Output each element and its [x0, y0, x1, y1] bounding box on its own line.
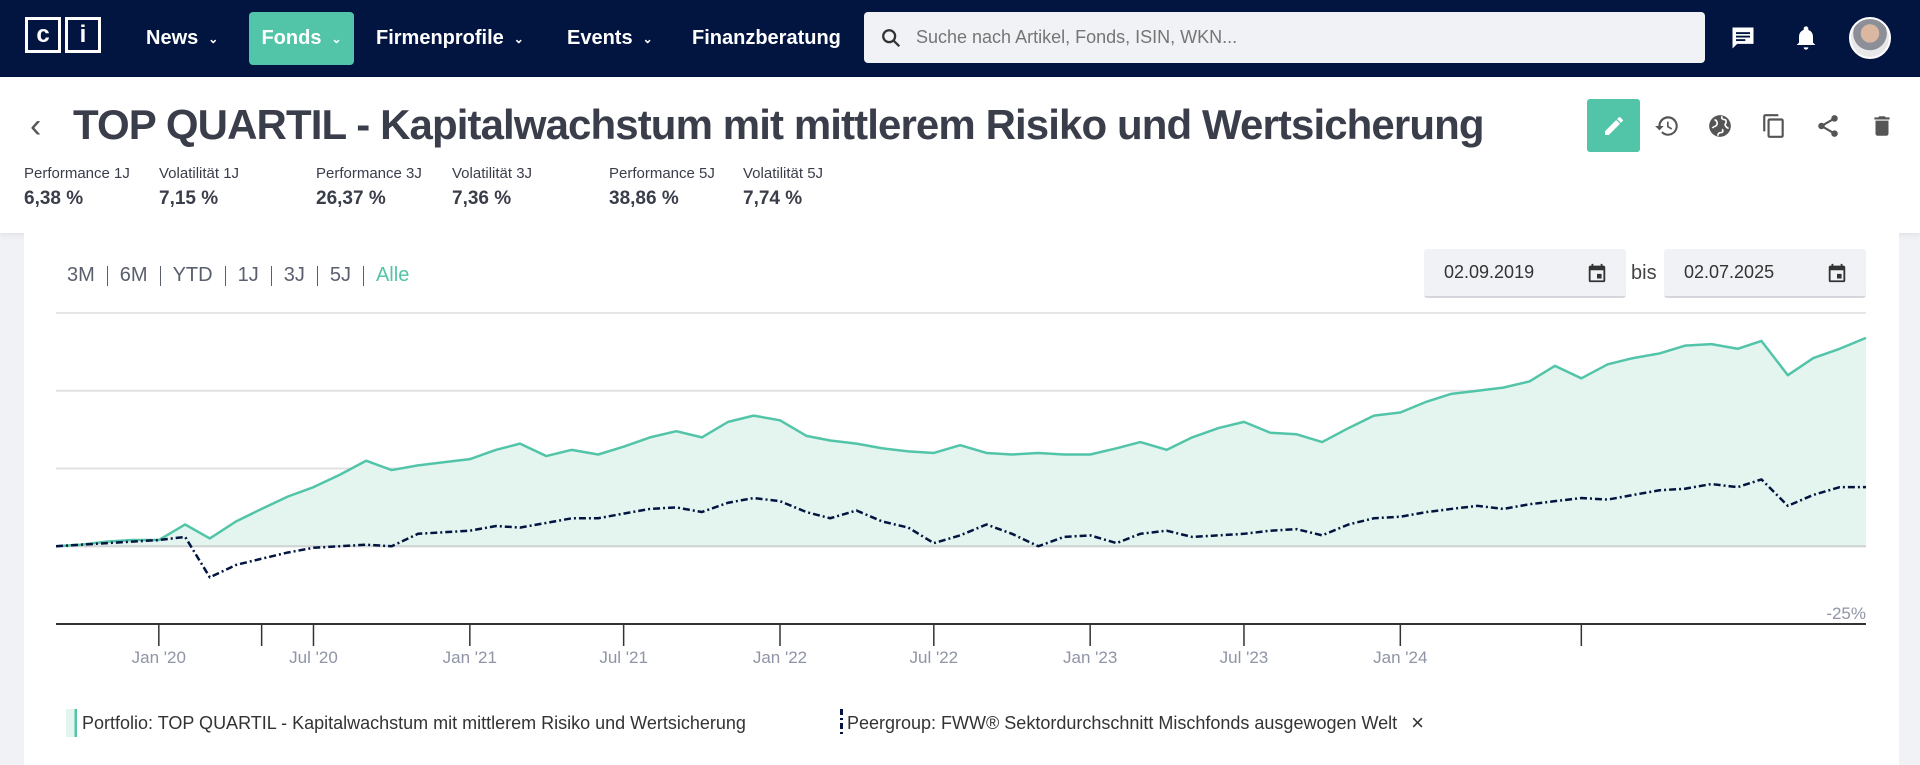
range-selector: 3M 6M YTD 1J 3J 5J Alle — [67, 264, 409, 287]
globe-icon[interactable] — [1705, 111, 1735, 141]
legend-peergroup-marker — [840, 709, 843, 737]
range-3m[interactable]: 3M — [67, 264, 95, 286]
copy-icon[interactable] — [1759, 111, 1789, 141]
nav-fonds[interactable]: Fonds ⌄ — [249, 12, 354, 65]
fund-header: ‹ TOP QUARTIL - Kapitalwachstum mit mitt… — [0, 77, 1920, 233]
x-tick-label: Jan '21 — [443, 648, 497, 667]
range-1j[interactable]: 1J — [237, 264, 259, 286]
bell-icon[interactable] — [1790, 22, 1822, 54]
stat-performance-1j: Performance 1J 6,38 % — [24, 165, 130, 209]
stat-volatilitaet-1j: Volatilität 1J 7,15 % — [159, 165, 240, 209]
range-5j[interactable]: 5J — [329, 264, 351, 286]
chevron-down-icon: ⌄ — [513, 31, 524, 46]
range-ytd[interactable]: YTD — [172, 264, 213, 286]
date-from-field[interactable]: 02.09.2019 — [1424, 249, 1626, 298]
portfolio-area — [56, 337, 1866, 547]
x-tick-label: Jan '22 — [753, 648, 807, 667]
nav-events[interactable]: Events ⌄ — [567, 27, 653, 49]
date-separator: bis — [1631, 262, 1657, 284]
delete-icon[interactable] — [1867, 111, 1897, 141]
share-icon[interactable] — [1813, 111, 1843, 141]
stat-volatilitaet-3j: Volatilität 3J 7,36 % — [452, 165, 533, 209]
x-tick-label: Jul '20 — [289, 648, 338, 667]
search-input[interactable] — [916, 27, 1676, 48]
legend-peergroup[interactable]: Peergroup: FWW® Sektordurchschnitt Misch… — [840, 709, 1424, 737]
edit-button[interactable] — [1587, 99, 1640, 152]
range-6m[interactable]: 6M — [119, 264, 148, 286]
back-chevron-icon[interactable]: ‹ — [30, 107, 42, 145]
legend-portfolio-marker — [66, 709, 80, 737]
calendar-icon[interactable] — [1586, 262, 1608, 284]
stat-performance-5j: Performance 5J 38,86 % — [609, 165, 715, 209]
x-tick-label: Jul '22 — [910, 648, 959, 667]
y-tick-label: -25% — [1826, 604, 1866, 623]
avatar[interactable] — [1849, 17, 1891, 59]
x-tick-label: Jan '24 — [1373, 648, 1427, 667]
legend-portfolio[interactable]: Portfolio: TOP QUARTIL - Kapitalwachstum… — [66, 709, 746, 737]
date-to-field[interactable]: 02.07.2025 — [1664, 249, 1866, 298]
edit-icon — [1604, 116, 1623, 135]
x-tick-label: Jan '20 — [132, 648, 186, 667]
x-tick-label: Jan '23 — [1063, 648, 1117, 667]
search-icon — [882, 28, 901, 47]
nav-firmenprofile[interactable]: Firmenprofile ⌄ — [376, 27, 524, 49]
x-tick-label: Jul '23 — [1220, 648, 1269, 667]
nav-news[interactable]: News ⌄ — [146, 27, 219, 49]
history-icon[interactable] — [1652, 111, 1682, 141]
nav-finanzberatung[interactable]: Finanzberatung — [692, 27, 841, 49]
search-bar[interactable] — [864, 12, 1705, 63]
page-title: TOP QUARTIL - Kapitalwachstum mit mittle… — [73, 101, 1485, 148]
chevron-down-icon: ⌄ — [331, 31, 342, 46]
chevron-down-icon: ⌄ — [642, 31, 653, 46]
chevron-down-icon: ⌄ — [208, 31, 219, 46]
portfolio-line — [55, 336, 1867, 548]
stat-volatilitaet-5j: Volatilität 5J 7,74 % — [743, 165, 824, 209]
stat-performance-3j: Performance 3J 26,37 % — [316, 165, 422, 209]
calendar-icon[interactable] — [1826, 262, 1848, 284]
chat-icon[interactable] — [1727, 22, 1759, 54]
range-3j[interactable]: 3J — [283, 264, 305, 286]
remove-peergroup-icon[interactable]: × — [1411, 710, 1425, 735]
x-tick-label: Jul '21 — [599, 648, 648, 667]
range-alle[interactable]: Alle — [375, 264, 410, 286]
